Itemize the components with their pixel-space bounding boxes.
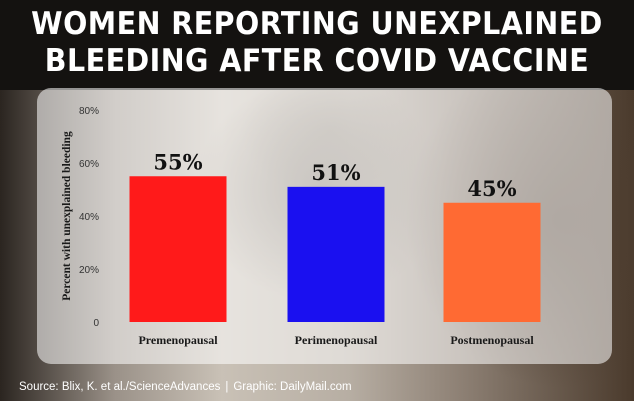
y-tick-label: 20% [79, 265, 99, 276]
y-tick-label: 60% [79, 159, 99, 170]
bar-postmenopausal [443, 202, 541, 322]
category-label: Premenopausal [138, 333, 218, 347]
y-tick-label: 0 [93, 318, 99, 329]
source-separator: | [225, 381, 229, 393]
graphic-credit: Graphic: DailyMail.com [233, 381, 352, 393]
y-axis-label: Percent with unexplained bleeding [61, 131, 73, 301]
category-label: Postmenopausal [450, 333, 534, 347]
source-credit: Source: Blix, K. et al./ScienceAdvances [19, 381, 221, 393]
value-label: 55% [153, 149, 202, 174]
value-labels: 55% 51% 45% [153, 149, 516, 201]
y-axis-ticks: 0 20% 40% 60% 80% [79, 106, 99, 329]
y-tick-label: 80% [79, 106, 99, 117]
category-label: Perimenopausal [295, 333, 378, 347]
chart-title: WOMEN REPORTING UNEXPLAINED BLEEDING AFT… [25, 6, 608, 80]
source-line: Source: Blix, K. et al./ScienceAdvances |… [19, 381, 352, 393]
title-line-2: BLEEDING AFTER COVID VACCINE [44, 43, 590, 79]
bars [129, 176, 541, 322]
y-tick-label: 40% [79, 212, 99, 223]
title-line-1: WOMEN REPORTING UNEXPLAINED [31, 6, 603, 42]
category-labels: Premenopausal Perimenopausal Postmenopausa… [138, 333, 534, 347]
bar-premenopausal [129, 176, 227, 322]
title-band [0, 0, 634, 90]
value-label: 45% [467, 176, 516, 201]
bar-perimenopausal [287, 186, 385, 322]
value-label: 51% [311, 160, 360, 185]
